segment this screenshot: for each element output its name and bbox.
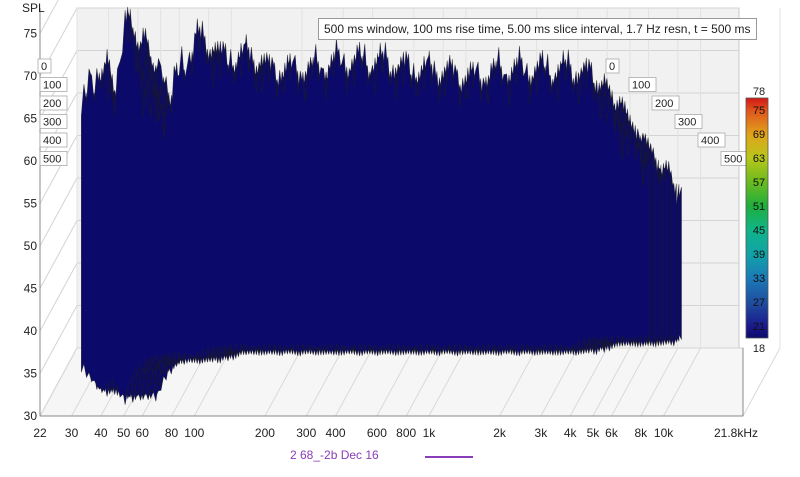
- chart-title: 500 ms window, 100 ms rise time, 5.00 ms…: [318, 18, 757, 40]
- y-tick-label: 40: [24, 324, 38, 338]
- time-tick-right: 100: [628, 77, 657, 92]
- time-tick-left: 400: [39, 132, 68, 148]
- colorbar-label: 39: [753, 249, 765, 261]
- colorbar-label: 45: [753, 225, 765, 237]
- axes: SPL: [22, 1, 744, 417]
- time-tick-left: 0: [37, 58, 52, 74]
- x-tick-label: 8k: [635, 426, 649, 440]
- svg-text:500: 500: [724, 154, 742, 166]
- time-tick-left: 300: [39, 114, 68, 129]
- x-tick-label: 5k: [587, 426, 601, 440]
- svg-text:300: 300: [43, 117, 61, 129]
- x-tick-label: 6k: [605, 426, 619, 440]
- x-tick-label: 2k: [493, 426, 507, 440]
- time-tick-right: 500: [720, 151, 749, 166]
- colorbar-label: 78: [753, 86, 765, 98]
- colorbar-label: 69: [753, 129, 765, 141]
- svg-text:300: 300: [678, 117, 696, 129]
- colorbar-label: 57: [753, 177, 765, 189]
- svg-text:200: 200: [655, 98, 673, 110]
- x-tick-label: 100: [184, 426, 204, 440]
- x-tick-label: 21.8kHz: [714, 426, 758, 440]
- y-tick-label: 55: [24, 197, 38, 211]
- x-tick-label: 400: [326, 426, 346, 440]
- x-tick-label: 10k: [654, 426, 674, 440]
- time-tick-right: 0: [605, 58, 620, 74]
- x-tick-label: 1k: [423, 426, 437, 440]
- y-tick-label: 60: [24, 154, 38, 168]
- colorbar: 78 75 69 63 57 51 45 39 33 27 21 18: [745, 86, 769, 355]
- x-tick-label: 50: [117, 426, 131, 440]
- x-tick-label: 40: [94, 426, 108, 440]
- colorbar-label: 51: [753, 201, 765, 213]
- svg-text:400: 400: [701, 135, 719, 147]
- colorbar-label: 75: [753, 105, 765, 117]
- y-tick-label: 50: [24, 239, 38, 253]
- y-axis-label: SPL: [22, 1, 45, 15]
- x-tick-label: 60: [136, 426, 150, 440]
- time-tick-right: 400: [697, 132, 726, 148]
- x-tick-label: 200: [255, 426, 275, 440]
- time-tick-right: 200: [651, 95, 680, 111]
- y-tick-label: 45: [24, 282, 38, 296]
- x-tick-label: 600: [367, 426, 387, 440]
- colorbar-label: 63: [753, 153, 765, 165]
- y-tick-label: 75: [24, 27, 38, 41]
- time-axis-ticks: 0 100 200 300 400 500 0 100 200 300 400 500: [37, 58, 749, 166]
- svg-text:400: 400: [43, 135, 61, 147]
- svg-text:100: 100: [632, 80, 650, 92]
- time-tick-left: 200: [39, 95, 68, 111]
- svg-text:0: 0: [41, 61, 47, 73]
- legend-series-label[interactable]: 2 68_-2b Dec 16: [290, 448, 379, 462]
- legend-series-swatch: [425, 456, 473, 458]
- y-tick-label: 65: [24, 112, 38, 126]
- y-tick-label: 70: [24, 69, 38, 83]
- x-tick-label: 3k: [535, 426, 549, 440]
- svg-text:200: 200: [43, 98, 61, 110]
- y-axis-ticks: 30 35 40 45 50 55 60 65 70 75: [24, 27, 38, 424]
- svg-text:0: 0: [609, 61, 615, 73]
- time-tick-left: 500: [39, 151, 68, 166]
- svg-text:100: 100: [43, 80, 61, 92]
- x-tick-label: 22: [33, 426, 47, 440]
- time-tick-right: 300: [674, 114, 703, 129]
- y-tick-label: 35: [24, 367, 38, 381]
- colorbar-gradient: [745, 97, 769, 339]
- waterfall-surface: [81, 6, 682, 405]
- svg-text:500: 500: [43, 154, 61, 166]
- colorbar-label: 33: [753, 273, 765, 285]
- colorbar-label: 27: [753, 297, 765, 309]
- x-tick-label: 30: [65, 426, 79, 440]
- y-tick-label: 30: [24, 409, 38, 423]
- x-tick-label: 300: [296, 426, 316, 440]
- time-tick-left: 100: [39, 77, 68, 92]
- x-tick-label: 80: [165, 426, 179, 440]
- waterfall-slice: [81, 10, 649, 398]
- x-tick-label: 4k: [564, 426, 578, 440]
- colorbar-label: 18: [753, 343, 765, 355]
- x-axis-ticks: 22 30 40 50 60 80 100 200 300 400 600 800 1k 2k 3k 4k 5k…: [33, 426, 758, 440]
- colorbar-label: 21: [753, 321, 765, 333]
- x-tick-label: 800: [396, 426, 416, 440]
